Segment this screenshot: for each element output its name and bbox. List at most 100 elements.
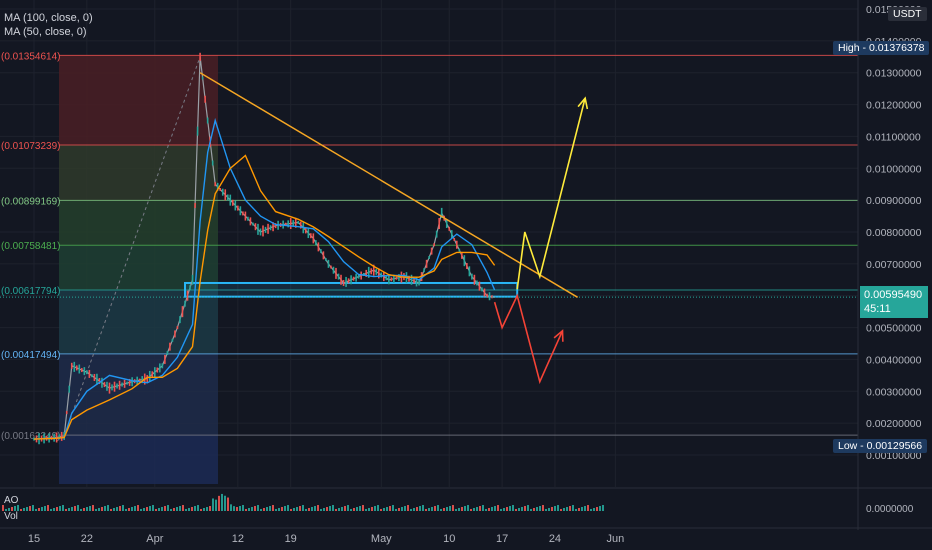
candle <box>435 230 438 238</box>
ao-bar <box>293 508 295 511</box>
candle <box>428 255 430 259</box>
candle <box>330 265 332 269</box>
candle <box>375 268 378 275</box>
x-tick-label: Jun <box>606 533 624 545</box>
ao-bar <box>56 507 58 511</box>
ao-bar <box>359 506 361 511</box>
ao-bar <box>20 509 22 511</box>
candle <box>337 273 340 280</box>
ao-bar <box>440 509 442 511</box>
ao-bar <box>230 504 232 511</box>
ao-bar <box>542 505 544 511</box>
ao-bar <box>530 509 532 511</box>
ao-bar <box>524 506 526 511</box>
support-zone <box>184 281 519 298</box>
ao-bar <box>392 505 394 511</box>
candle <box>357 274 360 279</box>
ao-bar <box>143 508 145 511</box>
ao-bar <box>197 505 199 511</box>
ao-bar <box>266 507 268 511</box>
candle <box>362 272 365 276</box>
ao-bar <box>17 505 19 511</box>
candle <box>191 274 194 285</box>
ao-bar <box>65 509 67 511</box>
indicator-ma50[interactable]: MA (50, close, 0) <box>4 26 87 38</box>
candle <box>189 285 191 291</box>
candle <box>242 211 244 216</box>
ao-bar <box>194 506 196 511</box>
ao-bar <box>500 509 502 511</box>
candle <box>103 382 106 388</box>
candle <box>347 278 350 284</box>
ao-bar <box>557 505 559 511</box>
ao-bar <box>455 509 457 511</box>
candle <box>239 206 242 216</box>
ao-bar <box>227 497 229 511</box>
candle <box>111 384 113 391</box>
ao-bar <box>107 505 109 511</box>
candle <box>171 338 174 342</box>
ao-bar <box>311 507 313 511</box>
candle <box>169 342 171 351</box>
ao-bar <box>380 509 382 511</box>
candle <box>471 273 473 280</box>
ao-bar <box>317 505 319 511</box>
ao-bar <box>587 505 589 511</box>
candle <box>393 274 395 283</box>
ao-bar <box>185 509 187 511</box>
candle <box>448 226 451 231</box>
candle <box>146 375 149 383</box>
ao-bar <box>134 506 136 511</box>
candle <box>340 274 342 285</box>
candle <box>395 276 398 280</box>
ao-bar <box>215 499 217 511</box>
candle <box>325 258 327 262</box>
drawings <box>199 72 589 385</box>
currency-label[interactable]: USDT <box>888 7 927 21</box>
candle <box>116 383 118 389</box>
ao-bar <box>476 507 478 511</box>
ao-bar <box>146 507 148 511</box>
ao-bar <box>140 509 142 511</box>
ao-bar <box>578 508 580 511</box>
ao-bar <box>110 509 112 511</box>
ao-bar <box>200 509 202 511</box>
ao-bar <box>203 508 205 511</box>
candle <box>413 278 415 284</box>
ao-bar <box>452 505 454 511</box>
candle <box>350 275 352 285</box>
vol-label: Vol <box>4 511 18 522</box>
candle <box>410 274 413 285</box>
ao-bar <box>113 508 115 511</box>
price-series <box>0 52 858 445</box>
candle <box>486 293 488 298</box>
ao-bar <box>125 509 127 511</box>
candle <box>284 222 287 226</box>
ao-bar <box>164 506 166 511</box>
candle <box>123 379 126 388</box>
candle <box>458 248 461 252</box>
candle <box>237 205 239 211</box>
candle <box>70 362 73 369</box>
ao-bar <box>89 506 91 511</box>
current-price: 0.00595490 <box>864 289 923 301</box>
ao-bar <box>170 509 172 511</box>
ao-bar <box>374 506 376 511</box>
ao-bar <box>176 507 178 511</box>
bull-projection <box>516 98 586 290</box>
ao-bar <box>383 508 385 511</box>
indicator-ma100[interactable]: MA (100, close, 0) <box>4 12 93 24</box>
candle <box>86 370 88 375</box>
candle <box>440 207 443 218</box>
candle <box>274 223 277 229</box>
ao-bar <box>416 507 418 511</box>
ao-bar <box>575 509 577 511</box>
candle <box>398 274 400 282</box>
ao-bar <box>179 506 181 511</box>
ao-label: AO <box>4 495 19 506</box>
candle <box>383 272 385 282</box>
candle <box>445 219 448 229</box>
ao-bar <box>239 506 241 511</box>
candle <box>322 251 325 260</box>
